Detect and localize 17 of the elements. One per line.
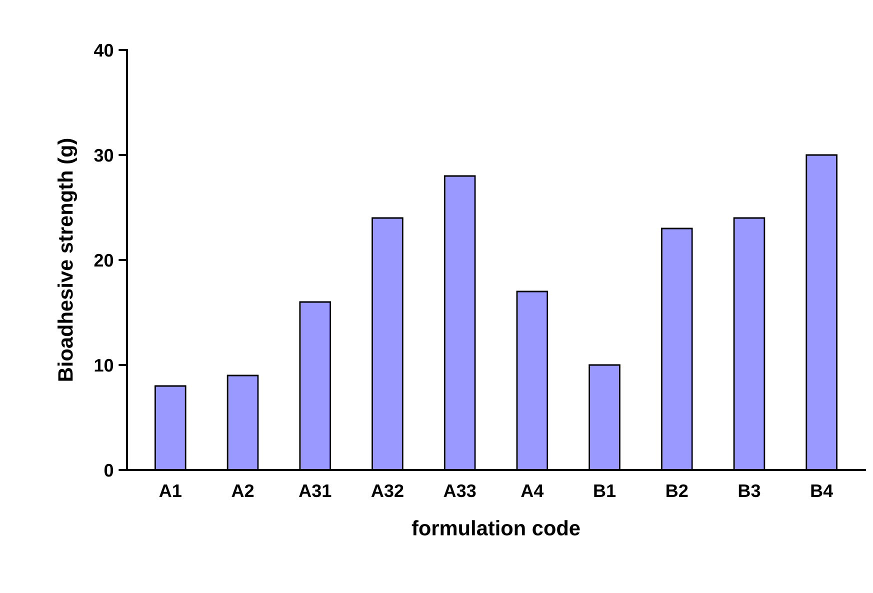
x-tick-label: A33 [444, 484, 476, 498]
y-tick-label: 20 [94, 254, 114, 267]
y-tick-label: 30 [94, 148, 114, 162]
y-tick-label: 40 [94, 44, 114, 57]
x-tick-label: B3 [738, 484, 760, 498]
y-axis-title: Bioadhesive strength (g) [58, 138, 78, 381]
x-tick-label: A4 [521, 484, 544, 497]
x-tick-label: B1 [594, 484, 616, 497]
y-tick-label: 10 [94, 358, 114, 372]
x-tick-label: A31 [299, 484, 332, 498]
x-tick-label: B4 [811, 484, 834, 497]
x-axis-title: formulation code [412, 520, 580, 536]
x-tick-label: A32 [371, 484, 404, 498]
y-tick-label: 0 [104, 464, 114, 477]
x-tick-label: B2 [666, 484, 688, 497]
x-tick-label: A2 [232, 484, 254, 497]
x-tick-label: A1 [159, 484, 182, 497]
